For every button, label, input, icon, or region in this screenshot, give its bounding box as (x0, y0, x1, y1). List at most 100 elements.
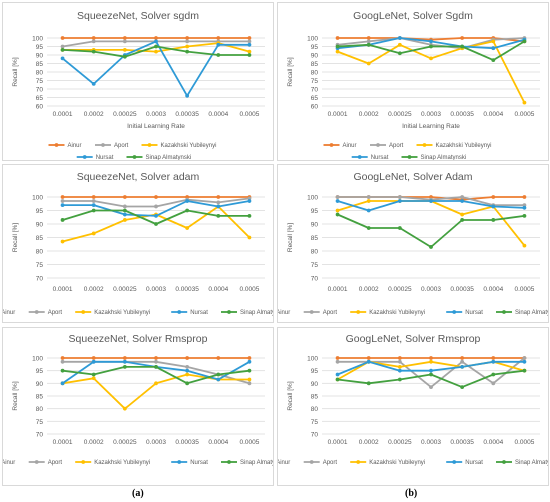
x-tick-label: 0.0001 (53, 111, 73, 118)
legend-label: Kazakhski Yubileynyi (436, 143, 492, 149)
data-point-nursat (335, 372, 340, 377)
data-point-aport (335, 359, 340, 364)
data-point-nursat (60, 381, 65, 386)
legend-swatch-marker (101, 143, 105, 147)
y-tick-label: 90 (36, 222, 44, 229)
legend-label: Aport (48, 460, 63, 466)
data-point-aport (397, 195, 402, 199)
x-tick-label: 0.0001 (328, 111, 348, 118)
data-point-ainur (60, 356, 65, 360)
y-tick-label: 95 (311, 208, 319, 215)
y-axis-label: Recall [%] (12, 57, 19, 86)
data-point-nursat (366, 208, 371, 213)
x-tick-label: 0.0002 (359, 111, 379, 118)
data-point-ainur (247, 36, 252, 40)
data-point-nursat (247, 42, 252, 47)
data-point-nursat (397, 199, 402, 203)
y-tick-label: 95 (311, 44, 319, 51)
legend-swatch-marker (309, 460, 314, 464)
data-point-ainur (335, 36, 340, 40)
y-tick-label: 95 (36, 368, 44, 375)
y-tick-label: 90 (36, 53, 44, 60)
data-point-kazakhski-yubileynyi (522, 243, 527, 248)
data-point-aport (335, 195, 340, 199)
data-point-kazakhski-yubileynyi (397, 364, 402, 369)
legend-label: Nursat (190, 460, 208, 466)
x-tick-label: 0.0003 (421, 286, 441, 293)
data-point-ainur (122, 36, 127, 40)
data-point-sinap-almatynski (247, 53, 252, 57)
x-tick-label: 0.0001 (328, 439, 348, 446)
data-point-sinap-almatynski (366, 381, 371, 386)
y-tick-label: 100 (32, 36, 43, 43)
y-tick-label: 70 (311, 432, 319, 439)
data-point-sinap-almatynski (91, 208, 96, 213)
data-point-kazakhski-yubileynyi (335, 49, 340, 54)
x-axis-label: Initial Learning Rate (402, 123, 460, 130)
data-point-kazakhski-yubileynyi (335, 208, 340, 213)
data-point-aport (91, 199, 96, 203)
chart-panel-squeezenet-rmsprop: SqueezeNet, Solver Rmsprop 70 75 80 85 90 95 10… (2, 327, 274, 486)
legend-swatch-marker (34, 310, 39, 314)
data-point-ainur (60, 36, 65, 40)
legend-swatch-marker (177, 460, 182, 464)
data-point-nursat (122, 212, 127, 217)
data-point-nursat (247, 199, 252, 203)
data-point-kazakhski-yubileynyi (247, 49, 252, 54)
y-tick-label: 70 (36, 432, 44, 439)
legend-swatch-marker (356, 310, 361, 314)
data-point-sinap-almatynski (216, 53, 221, 57)
data-point-sinap-almatynski (60, 48, 65, 52)
data-point-ainur (460, 36, 465, 40)
legend-swatch-marker (147, 143, 152, 147)
data-point-kazakhski-yubileynyi (429, 359, 433, 364)
data-point-sinap-almatynski (335, 377, 340, 382)
legend-swatch-marker (502, 460, 506, 464)
caption-b: (b) (405, 488, 418, 499)
data-point-sinap-almatynski (154, 44, 158, 49)
data-point-sinap-almatynski (397, 377, 402, 382)
chart-panel-googlenet-rmsprop: GoogLeNet, Solver Rmsprop 70 75 80 85 90 95 100… (277, 327, 549, 486)
x-tick-label: 0.0001 (328, 286, 348, 293)
y-tick-label: 70 (36, 87, 44, 94)
data-point-ainur (216, 36, 221, 40)
y-tick-label: 85 (311, 394, 319, 401)
data-point-nursat (429, 199, 433, 203)
data-point-nursat (335, 199, 340, 203)
x-tick-label: 0.0005 (239, 439, 259, 446)
data-point-sinap-almatynski (247, 214, 252, 218)
legend-swatch-marker (81, 460, 86, 464)
data-point-kazakhski-yubileynyi (366, 61, 371, 66)
data-point-sinap-almatynski (366, 226, 371, 230)
x-tick-label: 0.00025 (388, 439, 412, 446)
data-point-ainur (60, 195, 65, 199)
data-point-aport (247, 381, 252, 386)
data-point-kazakhski-yubileynyi (91, 376, 96, 381)
data-point-kazakhski-yubileynyi (91, 231, 96, 236)
x-tick-label: 0.0005 (239, 286, 259, 293)
y-axis-label: Recall [%] (12, 381, 19, 410)
data-point-ainur (91, 195, 96, 199)
x-tick-label: 0.0004 (483, 286, 503, 293)
data-point-ainur (185, 195, 190, 199)
legend-swatch-marker (227, 460, 231, 464)
data-point-sinap-almatynski (335, 44, 340, 49)
chart-svg: SqueezeNet, Solver adam 70 75 80 85 90 95 100 Re… (3, 171, 273, 316)
data-point-sinap-almatynski (429, 44, 433, 49)
data-point-nursat (522, 359, 527, 364)
data-point-sinap-almatynski (185, 208, 190, 213)
data-point-kazakhski-yubileynyi (522, 100, 527, 105)
data-point-aport (154, 359, 158, 364)
data-point-nursat (247, 359, 252, 364)
legend-label: Kazakhski Yubileynyi (369, 460, 425, 466)
legend-label: Aport (389, 143, 404, 149)
data-point-ainur (491, 195, 496, 199)
data-point-nursat (185, 368, 190, 373)
x-tick-label: 0.00035 (175, 111, 199, 118)
x-tick-label: 0.0004 (483, 111, 503, 118)
x-tick-label: 0.00025 (113, 111, 137, 118)
data-point-ainur (216, 356, 221, 360)
data-point-nursat (522, 205, 527, 210)
y-tick-label: 85 (36, 235, 44, 242)
legend-label: Ainur (3, 310, 15, 316)
